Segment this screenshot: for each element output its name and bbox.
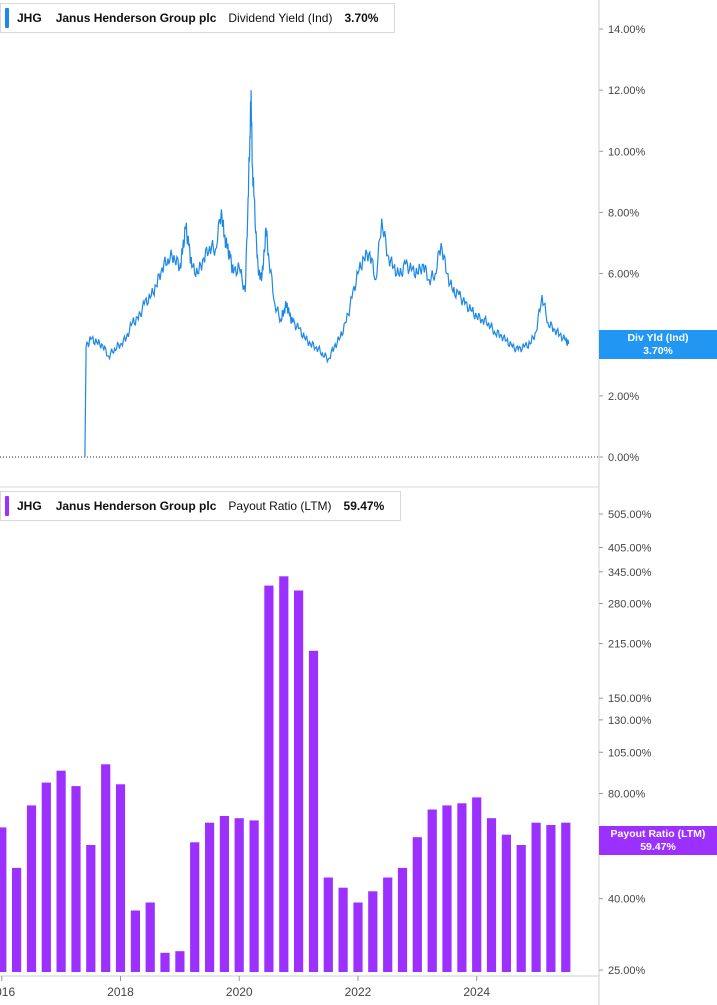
payout-bar bbox=[486, 818, 497, 972]
payout-bar bbox=[219, 816, 229, 972]
payout-bar bbox=[175, 951, 185, 972]
payout-bar bbox=[101, 764, 111, 972]
legend-ticker: JHG bbox=[17, 499, 42, 513]
payout-bar bbox=[205, 822, 215, 972]
legend-ticker: JHG bbox=[17, 11, 42, 25]
payout-ratio-y-axis: 25.00% 40.00% 80.00% 105.00% 130.00% 150.00% 2… bbox=[599, 509, 652, 977]
y-tick-label: 40.00% bbox=[608, 894, 646, 906]
y-tick-label: 14.00% bbox=[608, 24, 646, 36]
y-tick-label: 0.00% bbox=[608, 452, 639, 464]
legend-company: Janus Henderson Group plc bbox=[55, 499, 217, 513]
payout-bar bbox=[145, 902, 155, 972]
payout-bar bbox=[561, 822, 571, 972]
payout-bar bbox=[115, 784, 126, 972]
payout-bar bbox=[279, 576, 289, 972]
dividend-yield-value-tag: Div Yld (Ind) 3.70% bbox=[599, 330, 717, 359]
payout-bar bbox=[190, 842, 200, 972]
payout-ratio-swatch bbox=[5, 496, 9, 516]
y-tick-label: 2.00% bbox=[608, 391, 639, 403]
payout-bar bbox=[531, 822, 541, 972]
legend-metric: Payout Ratio (LTM) bbox=[228, 499, 332, 513]
payout-bar bbox=[308, 650, 319, 972]
y-tick-label: 215.00% bbox=[608, 639, 652, 651]
legend-value: 3.70% bbox=[344, 11, 379, 25]
tag-value: 59.47% bbox=[640, 840, 676, 853]
payout-bar bbox=[56, 770, 66, 972]
payout-bar bbox=[412, 837, 422, 972]
y-tick-label: 80.00% bbox=[608, 789, 646, 801]
payout-bar bbox=[397, 867, 408, 972]
payout-bar bbox=[457, 803, 467, 972]
payout-bar bbox=[442, 805, 452, 972]
x-tick-label: 2022 bbox=[345, 985, 372, 999]
payout-bar bbox=[501, 834, 511, 972]
payout-bar bbox=[546, 825, 556, 972]
payout-bar bbox=[264, 585, 274, 972]
y-tick-label: 6.00% bbox=[608, 269, 639, 281]
payout-bar bbox=[516, 845, 526, 972]
y-tick-label: 12.00% bbox=[608, 85, 646, 97]
payout-bar bbox=[294, 590, 304, 972]
y-tick-label: 345.00% bbox=[608, 567, 652, 579]
tag-value: 3.70% bbox=[643, 344, 673, 357]
x-tick-label: 2024 bbox=[463, 985, 490, 999]
tag-label: Div Yld (Ind) bbox=[627, 331, 689, 344]
legend-value: 59.47% bbox=[343, 499, 385, 513]
x-tick-label: 2020 bbox=[226, 985, 253, 999]
y-tick-label: 505.00% bbox=[608, 509, 652, 521]
tag-label: Payout Ratio (LTM) bbox=[610, 827, 706, 840]
y-tick-label: 8.00% bbox=[608, 207, 639, 219]
dividend-yield-swatch bbox=[5, 8, 9, 28]
payout-bar bbox=[71, 786, 81, 972]
payout-bar bbox=[234, 818, 244, 972]
payout-bar bbox=[26, 805, 37, 972]
payout-bar bbox=[249, 820, 259, 972]
y-tick-label: 130.00% bbox=[608, 715, 652, 727]
y-tick-label: 280.00% bbox=[608, 598, 652, 610]
y-tick-label: 25.00% bbox=[608, 965, 646, 977]
payout-bar bbox=[383, 877, 393, 972]
legend-metric: Dividend Yield (Ind) bbox=[228, 11, 333, 25]
dividend-yield-panel: 0.00%2.00%4.00%6.00%8.00%10.00%12.00%14.… bbox=[0, 24, 646, 464]
y-tick-label: 10.00% bbox=[608, 146, 646, 158]
y-tick-label: 405.00% bbox=[608, 542, 652, 554]
payout-ratio-bars bbox=[0, 576, 571, 972]
payout-bar bbox=[353, 902, 363, 972]
payout-bar bbox=[130, 910, 140, 972]
payout-bar bbox=[41, 782, 51, 972]
x-tick-label: 2018 bbox=[107, 985, 134, 999]
dividend-yield-legend: JHG Janus Henderson Group plc Dividend Y… bbox=[0, 3, 396, 33]
payout-ratio-value-tag: Payout Ratio (LTM) 59.47% bbox=[599, 826, 717, 855]
y-tick-label: 150.00% bbox=[608, 693, 652, 705]
payout-bar bbox=[368, 891, 378, 972]
x-tick-label: 2016 bbox=[0, 985, 15, 999]
payout-bar bbox=[160, 952, 170, 972]
payout-bar bbox=[12, 867, 22, 972]
payout-bar bbox=[86, 845, 96, 972]
payout-bar bbox=[323, 877, 333, 972]
x-axis: 2016 2018 2020 2022 2024 bbox=[0, 975, 599, 999]
payout-bar bbox=[338, 887, 348, 972]
dividend-yield-y-axis: 0.00%2.00%4.00%6.00%8.00%10.00%12.00%14.… bbox=[599, 24, 646, 464]
payout-ratio-panel: 25.00% 40.00% 80.00% 105.00% 130.00% 150.00% 2… bbox=[0, 509, 652, 977]
payout-bar bbox=[427, 809, 437, 972]
y-tick-label: 105.00% bbox=[608, 747, 652, 759]
payout-bar bbox=[0, 827, 7, 972]
legend-company: Janus Henderson Group plc bbox=[55, 11, 217, 25]
payout-bar bbox=[472, 797, 482, 972]
payout-ratio-legend: JHG Janus Henderson Group plc Payout Rat… bbox=[0, 491, 402, 521]
dividend-yield-line bbox=[84, 90, 570, 458]
